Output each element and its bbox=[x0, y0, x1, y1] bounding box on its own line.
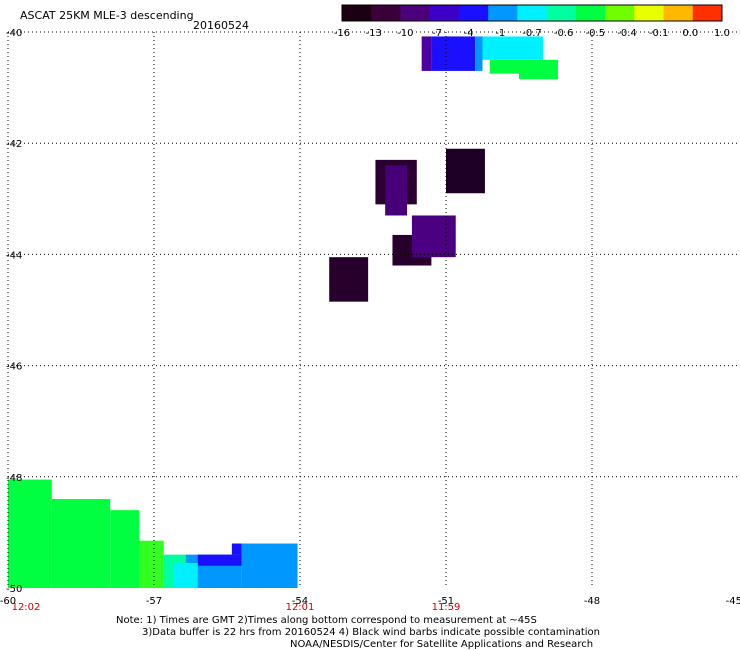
y-tick-label: -46 bbox=[6, 362, 22, 373]
x-tick-label: -60 bbox=[0, 596, 16, 607]
colorbar-frame bbox=[341, 4, 723, 22]
data-cell-4 bbox=[489, 59, 519, 74]
colorbar-label: -0.5 bbox=[586, 28, 606, 39]
x-tick-label: -45 bbox=[726, 596, 740, 607]
time-label: 12:02 bbox=[12, 602, 41, 613]
y-tick-label: -42 bbox=[6, 139, 22, 150]
data-cell-0 bbox=[431, 36, 476, 71]
colorbar-label: -13 bbox=[365, 28, 381, 39]
y-tick-label: -44 bbox=[6, 250, 22, 261]
data-cell-13 bbox=[51, 499, 111, 588]
colorbar-swatch bbox=[575, 5, 606, 21]
data-cell-6 bbox=[446, 148, 485, 194]
data-cell-1 bbox=[421, 36, 432, 71]
colorbar-swatch bbox=[488, 5, 518, 21]
colorbar-label: -10 bbox=[397, 28, 413, 39]
data-cell-2 bbox=[475, 36, 483, 71]
colorbar-label: -16 bbox=[334, 28, 350, 39]
colorbar-swatch bbox=[692, 5, 723, 21]
colorbar-swatch bbox=[458, 5, 489, 21]
colorbar-swatch bbox=[546, 5, 577, 21]
colorbar-swatch bbox=[663, 5, 694, 21]
colorbar-swatch bbox=[429, 5, 460, 21]
colorbar-label: 0.0 bbox=[682, 28, 698, 39]
colorbar-swatch bbox=[634, 5, 665, 21]
data-cell-21 bbox=[173, 562, 198, 588]
chart-date: 20160524 bbox=[193, 19, 249, 32]
note-line-3: NOAA/NESDIS/Center for Satellite Applica… bbox=[290, 639, 594, 650]
colorbar-label: -7 bbox=[432, 28, 442, 39]
data-cell-12 bbox=[8, 479, 52, 588]
x-tick-label: -57 bbox=[146, 596, 162, 607]
colorbar-label: -0.4 bbox=[617, 28, 637, 39]
colorbar-swatch bbox=[400, 5, 431, 21]
data-cell-8 bbox=[385, 165, 408, 216]
data-cell-3 bbox=[482, 36, 544, 60]
x-tick-label: -54 bbox=[292, 596, 308, 607]
x-tick-label: -51 bbox=[438, 596, 454, 607]
colorbar-label: -0.6 bbox=[554, 28, 574, 39]
data-cell-19 bbox=[197, 554, 242, 566]
colorbar-label: 1.0 bbox=[714, 28, 730, 39]
colorbar-swatch bbox=[371, 5, 401, 21]
note-line-2: 3)Data buffer is 22 hrs from 20160524 4)… bbox=[142, 627, 600, 638]
data-cell-5 bbox=[519, 59, 558, 80]
colorbar-swatch bbox=[605, 5, 635, 21]
colorbar-swatch bbox=[517, 5, 548, 21]
data-cell-18 bbox=[241, 543, 298, 588]
colorbar-label: -0.1 bbox=[649, 28, 669, 39]
y-tick-label: -40 bbox=[6, 28, 22, 39]
x-tick-label: -48 bbox=[584, 596, 600, 607]
data-cell-15 bbox=[139, 540, 164, 588]
data-cell-11 bbox=[329, 257, 369, 302]
chart-title: ASCAT 25KM MLE-3 descending bbox=[20, 9, 194, 22]
colorbar-label: -4 bbox=[464, 28, 474, 39]
colorbar-swatch bbox=[342, 5, 372, 21]
data-cell-10 bbox=[411, 215, 456, 258]
y-tick-label: -48 bbox=[6, 473, 22, 484]
time-label: 12:01 bbox=[286, 602, 315, 613]
data-cell-14 bbox=[110, 510, 140, 588]
time-label: 11:59 bbox=[432, 602, 461, 613]
colorbar-label: -1 bbox=[495, 28, 505, 39]
note-line-1: Note: 1) Times are GMT 2)Times along bot… bbox=[116, 615, 537, 626]
colorbar-label: -0.7 bbox=[522, 28, 542, 39]
data-cell-20 bbox=[231, 543, 242, 555]
y-tick-label: -50 bbox=[6, 584, 22, 595]
